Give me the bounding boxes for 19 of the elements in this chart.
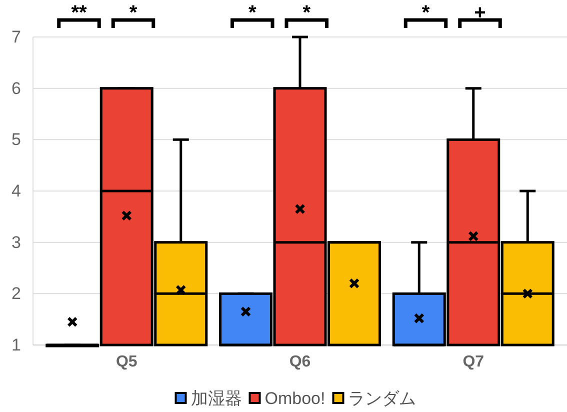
text: ** — [71, 2, 87, 24]
y-tick-label: 2 — [12, 284, 21, 304]
x-tick-label: Q7 — [462, 353, 484, 370]
x-tick-label: Q6 — [289, 353, 311, 370]
legend-label: 加湿器 — [190, 389, 242, 408]
legend-label: ランダム — [348, 389, 416, 408]
text: * — [129, 2, 138, 24]
text: * — [302, 2, 311, 24]
x-tick-label: Q5 — [116, 353, 138, 370]
y-tick-label: 6 — [12, 78, 21, 98]
y-tick-label: 7 — [12, 27, 21, 46]
y-tick-label: 5 — [12, 130, 21, 150]
text: + — [474, 2, 486, 24]
legend-label: Omboo! — [264, 389, 326, 408]
y-tick-label: 3 — [12, 232, 21, 252]
y-tick-label: 4 — [12, 181, 21, 200]
y-tick-label: 1 — [12, 335, 21, 354]
text: * — [422, 2, 430, 24]
text: * — [248, 2, 256, 24]
